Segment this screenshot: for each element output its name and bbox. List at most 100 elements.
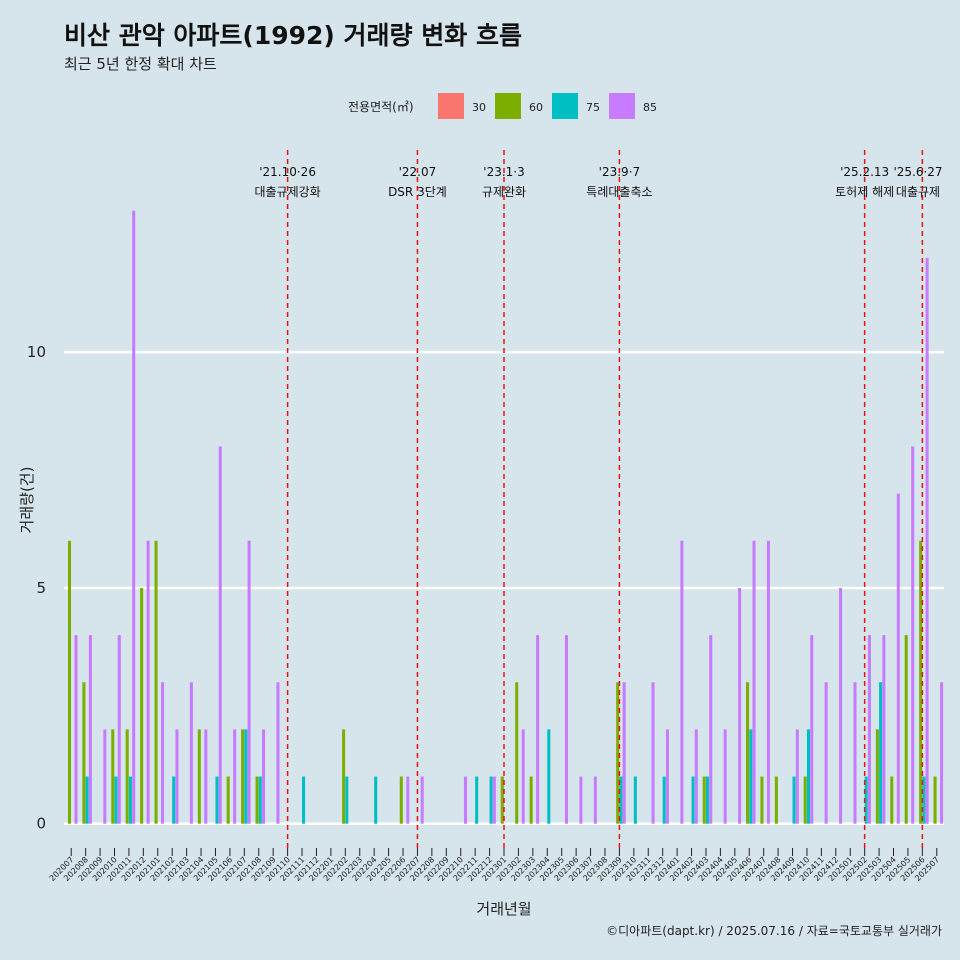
bar-75 xyxy=(705,776,710,824)
bar-75 xyxy=(215,776,219,824)
bar-85 xyxy=(593,776,597,824)
bar-60 xyxy=(140,587,144,824)
bar-60 xyxy=(515,682,519,824)
bar-60 xyxy=(803,776,807,824)
bar-60 xyxy=(875,729,879,824)
legend-key-60 xyxy=(495,93,521,119)
bar-60 xyxy=(154,540,158,824)
bar-75 xyxy=(258,776,262,824)
event-date: '23.9·7 xyxy=(599,165,640,179)
bar-75 xyxy=(619,776,623,824)
event-date: '21.10·26 xyxy=(259,165,316,179)
bar-75 xyxy=(114,776,118,824)
bar-85 xyxy=(709,635,713,824)
bar-85 xyxy=(406,776,410,824)
bar-75 xyxy=(374,776,378,824)
bar-60 xyxy=(342,729,346,824)
bar-85 xyxy=(839,587,843,824)
bar-85 xyxy=(694,729,698,824)
bar-60 xyxy=(933,776,937,824)
event-label: 대출규제 xyxy=(896,185,940,199)
event-label: 대출규제강화 xyxy=(254,185,320,199)
bar-85 xyxy=(853,682,857,824)
bar-85 xyxy=(680,540,684,824)
legend-label-75: 75 xyxy=(586,101,600,114)
legend-key-30 xyxy=(438,93,464,119)
event-label: DSR 3단계 xyxy=(388,185,447,199)
bar-60 xyxy=(919,540,923,824)
bar-85 xyxy=(492,776,496,824)
bar-85 xyxy=(74,635,78,824)
bar-85 xyxy=(247,540,251,824)
bar-85 xyxy=(276,682,280,824)
bar-75 xyxy=(128,776,132,824)
bar-85 xyxy=(723,729,727,824)
y-axis-label: 거래량(건) xyxy=(18,467,36,534)
legend-key-75 xyxy=(552,93,578,119)
bar-75 xyxy=(302,776,306,824)
bar-60 xyxy=(760,776,764,824)
bar-75 xyxy=(85,776,89,824)
bar-85 xyxy=(88,635,92,824)
event-label: 토허제 해제 xyxy=(835,185,894,199)
bar-75 xyxy=(489,776,493,824)
bar-85 xyxy=(132,210,136,824)
bar-85 xyxy=(810,635,814,824)
bar-75 xyxy=(806,729,810,824)
bar-75 xyxy=(749,729,753,824)
bar-85 xyxy=(103,729,107,824)
bar-85 xyxy=(262,729,266,824)
legend-label-85: 85 xyxy=(643,101,657,114)
bar-85 xyxy=(911,446,915,824)
event-date: '25.6·27 xyxy=(893,165,942,179)
bar-85 xyxy=(896,493,900,824)
bar-75 xyxy=(864,776,868,824)
bar-85 xyxy=(651,682,655,824)
event-date: '22.07 xyxy=(399,165,437,179)
bar-75 xyxy=(879,682,883,824)
bar-85 xyxy=(665,729,669,824)
bar-60 xyxy=(702,776,706,824)
bar-85 xyxy=(752,540,756,824)
bar-60 xyxy=(241,729,245,824)
bar-85 xyxy=(420,776,424,824)
bar-75 xyxy=(792,776,796,824)
y-tick-label: 0 xyxy=(36,815,46,833)
bar-75 xyxy=(662,776,666,824)
bar-85 xyxy=(867,635,871,824)
bar-85 xyxy=(218,446,222,824)
bar-60 xyxy=(529,776,533,824)
bar-60 xyxy=(111,729,115,824)
legend: 전용면적(㎡) 30 60 75 85 xyxy=(348,93,657,119)
bar-60 xyxy=(82,682,86,824)
bar-85 xyxy=(161,682,165,824)
bar-60 xyxy=(774,776,778,824)
bar-60 xyxy=(890,776,894,824)
bar-60 xyxy=(255,776,259,824)
bar-85 xyxy=(766,540,770,824)
bar-85 xyxy=(940,682,944,824)
bar-60 xyxy=(500,776,504,824)
event-date: '25.2.13 xyxy=(840,165,889,179)
x-axis-label: 거래년월 xyxy=(476,900,531,918)
bar-85 xyxy=(579,776,583,824)
bar-75 xyxy=(691,776,695,824)
bar-60 xyxy=(125,729,129,824)
legend-label-30: 30 xyxy=(472,101,486,114)
bar-85 xyxy=(795,729,799,824)
bar-60 xyxy=(67,540,72,824)
y-tick-label: 5 xyxy=(36,579,46,597)
bar-60 xyxy=(197,729,201,824)
plot-area: 0510202007202008202009202010202011202012… xyxy=(27,150,944,883)
bar-85 xyxy=(536,635,540,824)
chart-title: 비산 관악 아파트(1992) 거래량 변화 흐름 xyxy=(64,21,522,50)
bar-75 xyxy=(172,776,176,824)
bar-75 xyxy=(922,776,926,824)
bar-75 xyxy=(345,776,349,824)
bar-60 xyxy=(746,682,750,824)
event-label: 규제완화 xyxy=(482,185,526,199)
bar-75 xyxy=(547,729,551,824)
bar-60 xyxy=(616,682,620,824)
legend-title: 전용면적(㎡) xyxy=(348,100,414,114)
